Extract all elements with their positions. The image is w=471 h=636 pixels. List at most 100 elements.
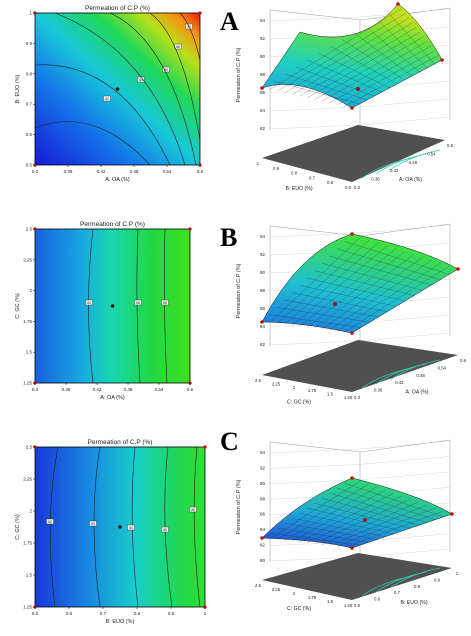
y-axis-label: B: EUO (%) bbox=[15, 74, 21, 103]
floor-x-tick-label: 0.48 bbox=[409, 160, 418, 165]
contour-label-text: 83 bbox=[91, 522, 95, 526]
floor-y-axis-label: C: GC (%) bbox=[287, 606, 311, 612]
grid-line bbox=[359, 224, 451, 234]
surface-floor bbox=[262, 340, 458, 392]
floor-x-tick-label: 0.36 bbox=[374, 388, 383, 393]
z-tick-label: 82 bbox=[260, 342, 266, 347]
z-tick-label: 80 bbox=[260, 558, 266, 563]
floor-y-tick-label: 1.5 bbox=[327, 392, 334, 397]
y-tick-label: 1.5 bbox=[26, 573, 33, 578]
z-axis-label: Permeation of C.P (%) bbox=[236, 263, 242, 318]
floor-x-tick-label: 0.6 bbox=[447, 143, 454, 148]
floor-y-tick-label: 1.75 bbox=[308, 595, 317, 600]
response-surface bbox=[261, 477, 453, 549]
x-tick-label: 0.6 bbox=[66, 611, 73, 616]
contour-label-text: 88 bbox=[163, 301, 167, 305]
x-axis-label: A: OA (%) bbox=[105, 177, 130, 183]
contour-line bbox=[34, 64, 171, 166]
contour-label-text: 84 bbox=[87, 301, 91, 305]
design-point bbox=[203, 445, 207, 449]
x-tick-label: 0.54 bbox=[155, 387, 164, 392]
surface-floor bbox=[262, 553, 452, 600]
grid-line bbox=[269, 16, 361, 22]
floor-y-tick-label: 1.25 bbox=[344, 603, 353, 608]
plot-frame bbox=[34, 12, 201, 166]
design-point bbox=[396, 2, 400, 6]
panel-label-c: C bbox=[220, 427, 239, 456]
floor-x-tick-label: 0.9 bbox=[434, 577, 441, 582]
floor-x-tick-label: 0.36 bbox=[371, 177, 380, 182]
contour-label-text: 82 bbox=[48, 520, 52, 524]
mesh-line bbox=[386, 10, 435, 65]
floor-y-tick-label: 2.5 bbox=[255, 378, 262, 383]
contour-label: 86 bbox=[189, 506, 197, 512]
floor-x-tick-label: 0.54 bbox=[438, 365, 447, 370]
mesh-line bbox=[344, 510, 444, 548]
z-tick-label: 94 bbox=[260, 450, 266, 455]
mesh-line bbox=[336, 507, 436, 547]
design-point bbox=[198, 11, 202, 15]
x-tick-label: 0.6 bbox=[197, 169, 204, 174]
y-tick-label: 2.5 bbox=[26, 445, 33, 450]
x-tick-label: 0.36 bbox=[64, 169, 73, 174]
x-tick-label: 0.3 bbox=[32, 169, 39, 174]
grid-line bbox=[269, 340, 361, 346]
floor-x-tick-label: 0.6 bbox=[460, 358, 467, 363]
x-tick-label: 0.36 bbox=[62, 387, 71, 392]
grid-line bbox=[269, 448, 361, 454]
x-tick-label: 0.42 bbox=[93, 387, 102, 392]
z-tick-label: 92 bbox=[260, 465, 266, 470]
y-tick-label: 1.75 bbox=[23, 541, 32, 546]
floor-x-axis-label: B: EUO (%) bbox=[400, 600, 427, 606]
contour-line bbox=[164, 446, 173, 608]
z-tick-label: 84 bbox=[260, 108, 266, 113]
design-point bbox=[350, 232, 354, 236]
floor-y-axis-label: B: EUO (%) bbox=[285, 186, 312, 192]
floor-y-tick-label: 2 bbox=[293, 385, 296, 390]
contour-line bbox=[88, 228, 94, 384]
y-tick-label: 1.25 bbox=[23, 381, 32, 386]
side-wall bbox=[359, 223, 451, 336]
z-tick-label: 94 bbox=[260, 18, 266, 23]
contour-line bbox=[164, 228, 168, 384]
x-tick-label: 0.48 bbox=[130, 169, 139, 174]
contour-line bbox=[179, 12, 201, 61]
contour-line bbox=[149, 12, 201, 141]
floor-y-tick-label: 1 bbox=[257, 161, 260, 166]
plot-frame bbox=[34, 228, 191, 384]
contour-label-text: 82 bbox=[105, 97, 109, 101]
y-tick-label: 1.25 bbox=[23, 605, 32, 610]
mesh-line bbox=[344, 241, 450, 275]
mesh-line bbox=[336, 263, 441, 332]
design-point bbox=[260, 320, 264, 324]
design-point bbox=[188, 227, 192, 231]
y-tick-label: 2.25 bbox=[23, 257, 32, 262]
floor-y-tick-label: 2.5 bbox=[255, 583, 262, 588]
floor-x-tick-label: 0.3 bbox=[354, 185, 361, 190]
z-tick-label: 84 bbox=[260, 527, 266, 532]
grid-line bbox=[359, 548, 451, 558]
mesh-line bbox=[344, 482, 444, 517]
z-tick-label: 94 bbox=[260, 234, 266, 239]
center-design-point bbox=[356, 87, 360, 91]
z-tick-label: 90 bbox=[260, 54, 266, 59]
contour-label: 82 bbox=[46, 518, 54, 524]
grid-line bbox=[269, 479, 361, 485]
floor-x-axis-label: A: OA (%) bbox=[399, 177, 422, 183]
floor-x-tick-label: 0.6 bbox=[374, 597, 381, 602]
z-tick-label: 92 bbox=[260, 36, 266, 41]
grid-line bbox=[359, 471, 451, 481]
floor-x-tick-label: 0.48 bbox=[416, 373, 425, 378]
z-tick-label: 88 bbox=[260, 72, 266, 77]
contour-label-text: 86 bbox=[191, 508, 195, 512]
floor-y-tick-label: 1.5 bbox=[327, 599, 334, 604]
floor-y-tick-label: 1.25 bbox=[344, 395, 353, 400]
floor-y-tick-label: 0.5 bbox=[345, 185, 352, 190]
design-point bbox=[260, 86, 264, 90]
center-design-point bbox=[110, 304, 115, 308]
center-design-point bbox=[333, 302, 337, 306]
floor-x-tick-label: 0.3 bbox=[354, 395, 361, 400]
contour-label: 83 bbox=[89, 520, 97, 526]
x-axis-label: B: EUO (%) bbox=[106, 619, 135, 625]
surface-plot-b: 82 84 86 88 90 92 94 Permeation of C.P (%) 1.25 1… bbox=[220, 223, 467, 406]
